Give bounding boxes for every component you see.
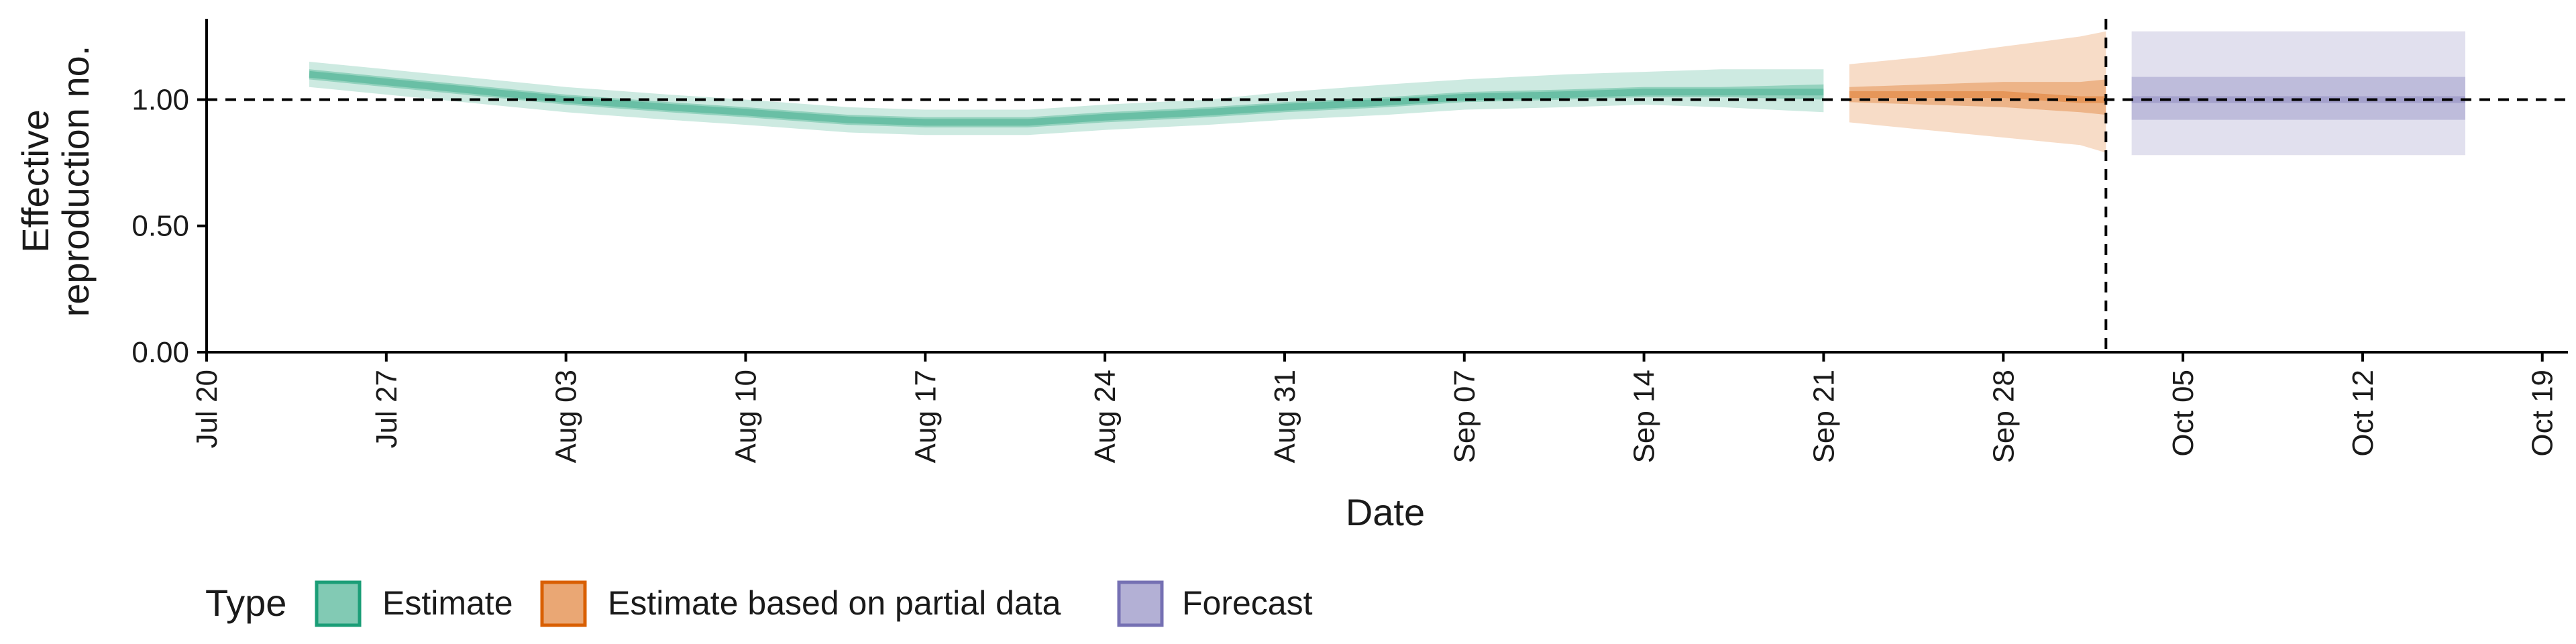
legend-key-forecast [1117, 580, 1164, 627]
estimate-based-on-partial-data-band-90 [1849, 31, 2106, 153]
x-tick-label: Sep 21 [1807, 370, 1840, 463]
x-axis-title: Date [1346, 491, 1425, 533]
legend-title: Type [205, 582, 286, 624]
estimate-band-50 [309, 69, 1824, 127]
y-axis-title-line: Effective [14, 109, 56, 253]
legend-label-forecast: Forecast [1182, 584, 1313, 622]
x-tick-label: Aug 10 [730, 370, 763, 463]
legend-key-estimate [315, 580, 362, 627]
x-tick-label: Oct 05 [2167, 370, 2200, 457]
forecast-band-90 [2131, 31, 2465, 156]
x-tick-label: Oct 19 [2526, 370, 2559, 457]
x-tick-label: Sep 07 [1448, 370, 1481, 463]
y-tick-label: 0.00 [131, 336, 189, 369]
x-tick-label: Jul 27 [370, 370, 403, 448]
x-tick-label: Sep 28 [1987, 370, 2020, 463]
x-tick-label: Jul 20 [191, 370, 223, 448]
legend-key-estimate-based-on-partial-data [540, 580, 587, 627]
estimate-based-on-partial-data-band-50 [1849, 79, 2106, 115]
y-tick-label: 1.00 [131, 83, 189, 116]
x-tick-label: Aug 17 [909, 370, 942, 463]
legend-label-estimate: Estimate [382, 584, 513, 622]
x-tick-label: Sep 14 [1628, 370, 1661, 463]
estimate-band-90 [309, 62, 1824, 136]
x-tick-label: Aug 03 [550, 370, 583, 463]
legend-label-estimate-based-on-partial-data: Estimate based on partial data [608, 584, 1061, 622]
legend: Type Estimate Estimate based on partial da… [205, 580, 1313, 627]
plot-area [309, 31, 2465, 156]
x-tick-label: Oct 12 [2347, 370, 2379, 457]
x-tick-label: Aug 31 [1269, 370, 1301, 463]
axes: 0.00 0.50 1.00 Jul 20 Jul 27 Aug 03 Aug 10 Aug … [131, 19, 2568, 463]
y-axis-title-line: reproduction no. [54, 46, 97, 317]
x-tick-label: Aug 24 [1089, 370, 1122, 463]
y-tick-label: 0.50 [131, 210, 189, 243]
